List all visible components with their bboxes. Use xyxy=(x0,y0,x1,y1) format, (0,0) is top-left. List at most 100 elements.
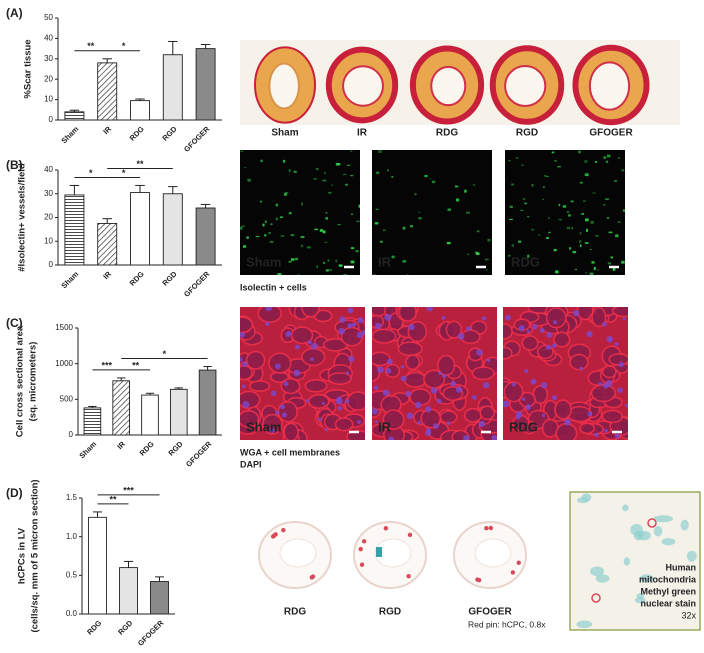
vessel xyxy=(243,245,247,248)
bar xyxy=(141,394,159,436)
cell xyxy=(372,328,397,344)
cell xyxy=(280,377,301,395)
nucleus xyxy=(587,411,593,417)
micrograph-content xyxy=(240,150,360,275)
vessel xyxy=(586,228,588,232)
inset xyxy=(569,491,701,631)
vessel xyxy=(240,150,244,152)
vessel xyxy=(569,247,572,250)
nucleus xyxy=(335,397,343,405)
micrograph-label: Sham xyxy=(246,254,281,269)
nucleus xyxy=(476,349,483,356)
vessel xyxy=(325,269,329,272)
nucleus xyxy=(433,423,439,429)
nucleus xyxy=(310,357,314,362)
micrograph-content xyxy=(503,307,628,440)
bar xyxy=(130,192,150,266)
vessel xyxy=(584,242,589,244)
vessel xyxy=(551,151,555,154)
x-tick-label: IR xyxy=(101,124,113,136)
significance-label: ** xyxy=(87,41,95,51)
vessel xyxy=(597,269,599,271)
bar xyxy=(83,407,102,436)
vessel xyxy=(553,248,557,252)
vessel xyxy=(542,198,545,200)
vessel xyxy=(284,191,289,194)
vessel xyxy=(314,228,318,231)
vessel xyxy=(277,273,282,275)
bar xyxy=(198,369,217,436)
vessel xyxy=(603,156,607,159)
y-tick-label: 1000 xyxy=(55,359,73,368)
vessel xyxy=(520,209,524,211)
nucleus xyxy=(602,321,607,327)
vessel xyxy=(543,186,545,188)
hcpc-pin xyxy=(359,562,365,567)
vessel xyxy=(260,159,263,163)
nucleus xyxy=(286,331,292,336)
micrograph-label: RGD xyxy=(516,128,538,139)
y-tick-label: 40 xyxy=(44,34,53,43)
vessel xyxy=(617,221,621,223)
bar xyxy=(130,100,150,121)
stain xyxy=(376,547,382,557)
cell xyxy=(439,410,458,424)
nucleus xyxy=(442,374,447,379)
vessel xyxy=(246,236,249,239)
y-tick-label: 1.0 xyxy=(66,532,78,541)
inset-stain xyxy=(634,597,646,604)
nucleus xyxy=(271,390,277,397)
heart-lumen xyxy=(474,538,512,568)
hcpc-pin xyxy=(476,577,482,583)
nucleus xyxy=(283,381,289,387)
vessel xyxy=(241,225,246,228)
micrograph xyxy=(372,150,492,275)
vessel xyxy=(456,198,460,202)
vessel xyxy=(356,220,360,223)
nucleus xyxy=(242,401,250,409)
hcpc-pin xyxy=(516,560,521,565)
vessel xyxy=(351,213,353,216)
vessel xyxy=(475,251,478,254)
hcpc-pin xyxy=(510,570,516,575)
nucleus xyxy=(598,381,603,386)
vessel xyxy=(574,268,578,270)
vessel xyxy=(531,228,535,231)
nucleus xyxy=(618,361,624,368)
nucleus xyxy=(457,332,465,340)
nucleus xyxy=(546,332,553,339)
nucleus xyxy=(242,361,248,367)
vessel xyxy=(511,244,515,247)
x-tick-label: Sham xyxy=(59,269,80,290)
bar xyxy=(97,222,118,266)
nucleus xyxy=(478,420,486,428)
micrograph-label: RDG xyxy=(284,607,306,618)
nucleus xyxy=(400,365,405,369)
y-axis-label: %Scar tissue xyxy=(23,39,34,98)
nucleus xyxy=(466,326,471,332)
vessel xyxy=(290,234,295,237)
nucleus xyxy=(617,387,623,394)
cell xyxy=(307,393,330,409)
y-axis-label: #Isolectin+ vessels/field xyxy=(17,163,28,272)
nucleus xyxy=(318,417,322,422)
nucleus xyxy=(357,420,361,424)
micrograph-background xyxy=(505,150,625,275)
nucleus xyxy=(321,401,325,405)
nucleus xyxy=(305,399,309,403)
nucleus xyxy=(503,400,510,408)
y-tick-label: 0.5 xyxy=(66,570,78,579)
y-tick-label: 20 xyxy=(44,74,53,83)
legend-text: Isolectin + cells xyxy=(240,282,307,292)
cell xyxy=(261,413,283,435)
nucleus xyxy=(446,421,451,426)
bar xyxy=(112,380,131,436)
nucleus xyxy=(524,369,529,374)
vessel xyxy=(467,253,470,256)
nucleus xyxy=(532,324,538,330)
nucleus xyxy=(400,375,407,382)
vessel xyxy=(515,157,519,159)
vessel xyxy=(290,258,295,261)
micrograph xyxy=(372,307,497,440)
vessel xyxy=(447,208,452,211)
